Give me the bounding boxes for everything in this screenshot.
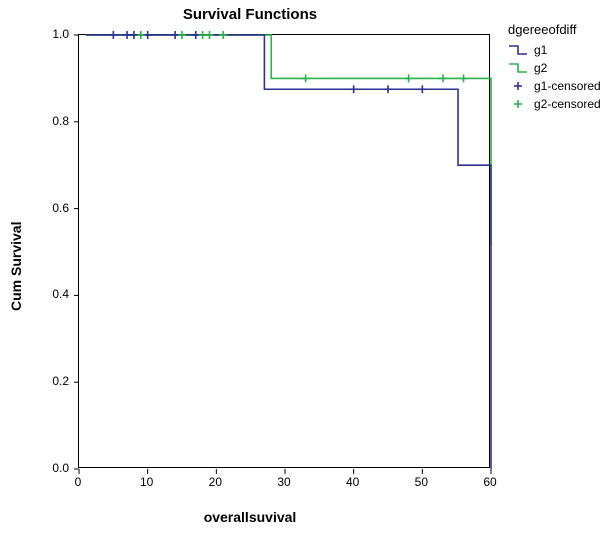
legend-label: g2 <box>534 61 547 75</box>
y-tick-label: 0.0 <box>43 461 69 475</box>
g1-censored-marker <box>418 85 426 93</box>
x-tick-label: 50 <box>415 475 428 489</box>
legend-label: g1-censored <box>534 79 601 93</box>
series-g2-line <box>86 35 491 245</box>
legend-title: dgereeofdiff <box>508 22 601 37</box>
legend-items: g1 g2 g1-censored g2-censored <box>508 41 601 113</box>
legend-item: g2-censored <box>508 95 601 113</box>
x-tick-label: 30 <box>277 475 290 489</box>
g2-censored-marker <box>302 74 310 82</box>
g1-censored-marker <box>350 85 358 93</box>
g1-censored-marker <box>171 31 179 39</box>
y-tick-label: 1.0 <box>43 27 69 41</box>
chart-title: Survival Functions <box>0 6 500 23</box>
g1-censored-marker <box>192 31 200 39</box>
step-line-icon <box>508 43 528 57</box>
g1-censored-marker <box>384 85 392 93</box>
g2-censored-marker <box>460 74 468 82</box>
y-tick-label: 0.8 <box>43 114 69 128</box>
g2-censored-marker <box>199 31 207 39</box>
g2-censored-marker <box>137 31 145 39</box>
legend: dgereeofdiff g1 g2 g1-censored g2-censored <box>508 22 601 113</box>
g2-censored-marker <box>219 31 227 39</box>
y-tick-label: 0.2 <box>43 374 69 388</box>
series-g1-line <box>86 35 491 469</box>
survival-chart: Survival Functions Cum Survival overalls… <box>0 0 614 533</box>
step-line-icon <box>508 61 528 75</box>
x-tick-label: 20 <box>209 475 222 489</box>
legend-label: g2-censored <box>534 97 601 111</box>
y-tick-label: 0.6 <box>43 201 69 215</box>
plus-icon <box>508 79 528 93</box>
g2-censored-marker <box>178 31 186 39</box>
g2-censored-marker <box>205 31 213 39</box>
g2-censored-marker <box>405 74 413 82</box>
plot-svg <box>79 35 491 469</box>
plot-area <box>78 34 490 468</box>
legend-label: g1 <box>534 43 547 57</box>
x-tick-label: 40 <box>346 475 359 489</box>
g1-censored-marker <box>109 31 117 39</box>
legend-item: g2 <box>508 59 601 77</box>
legend-item: g1 <box>508 41 601 59</box>
y-tick-label: 0.4 <box>43 287 69 301</box>
x-tick-label: 60 <box>483 475 496 489</box>
legend-item: g1-censored <box>508 77 601 95</box>
g2-censored-marker <box>439 74 447 82</box>
g1-censored-marker <box>144 31 152 39</box>
y-axis-label: Cum Survival <box>8 0 24 533</box>
g1-censored-marker <box>123 31 131 39</box>
x-tick-label: 10 <box>140 475 153 489</box>
plus-icon <box>508 97 528 111</box>
g1-censored-marker <box>130 31 138 39</box>
x-axis-label: overallsuvival <box>0 509 500 525</box>
x-tick-label: 0 <box>75 475 82 489</box>
